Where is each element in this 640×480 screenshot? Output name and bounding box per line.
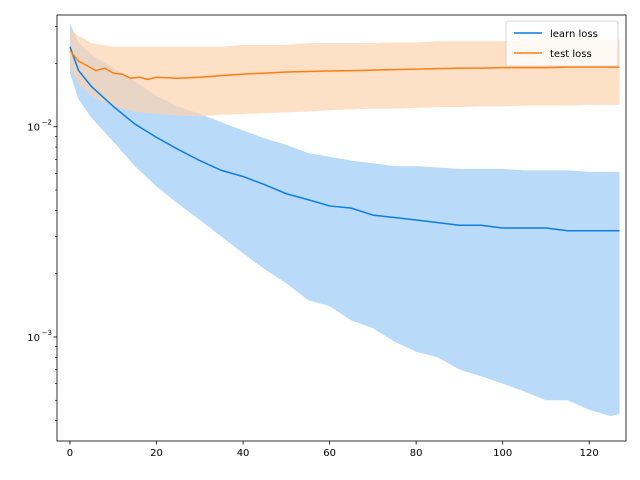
x-tick-label: 80	[410, 448, 423, 459]
confidence-bands	[69, 23, 620, 417]
learn-loss-band	[69, 23, 620, 417]
y-tick-base: 10	[27, 123, 40, 134]
y-tick-base: 10	[27, 333, 40, 344]
x-tick-label: 60	[323, 448, 336, 459]
x-tick-label: 120	[580, 448, 599, 459]
test-loss-band	[69, 29, 620, 117]
x-tick-label: 100	[493, 448, 512, 459]
y-tick-label: 10	[27, 333, 40, 344]
series-lines	[69, 46, 620, 232]
learn-loss-legend-label: learn loss	[550, 29, 598, 40]
x-tick-label: 0	[67, 448, 73, 459]
legend: learn loss test loss	[505, 20, 619, 67]
plot-frame	[56, 14, 627, 442]
x-tick-label: 20	[150, 448, 163, 459]
y-tick-exponent: −2	[42, 119, 52, 127]
y-tick-label: 10	[27, 123, 40, 134]
test-loss-line	[69, 50, 620, 81]
x-tick-label: 40	[237, 448, 250, 459]
test-loss-legend-label: test loss	[550, 49, 592, 60]
y-tick-exponent: −3	[42, 329, 52, 337]
learn-loss-line	[69, 46, 620, 232]
